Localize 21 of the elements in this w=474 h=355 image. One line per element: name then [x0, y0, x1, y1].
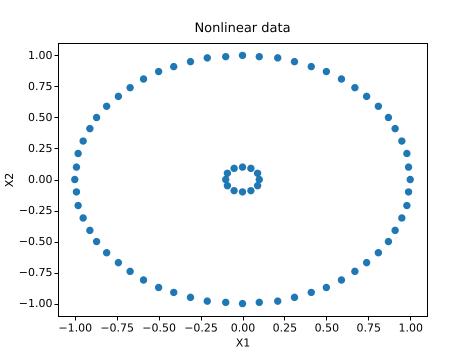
- x-tick-label: −1.00: [58, 322, 92, 334]
- chart-title: Nonlinear data: [194, 21, 291, 36]
- y-tick-label: 0.50: [28, 110, 52, 124]
- x-tick-label: 0.75: [356, 322, 382, 334]
- y-tick-label: 0.00: [28, 173, 52, 186]
- x-tick-label: −0.25: [184, 322, 218, 334]
- y-tick-label: 1.00: [28, 48, 52, 62]
- y-tick-label: −0.75: [18, 266, 52, 280]
- x-tick-label: 0.25: [272, 322, 298, 334]
- y-tick-label: −0.25: [18, 204, 52, 218]
- x-tick-label: −0.50: [142, 322, 176, 334]
- y-tick-label: −1.00: [18, 297, 52, 310]
- x-tick-label: 0.00: [230, 322, 256, 334]
- x-axis-title: X1: [236, 336, 250, 350]
- y-tick-label: −0.50: [18, 235, 52, 248]
- y-tick-label: 0.75: [28, 80, 52, 93]
- x-tick-label: 0.50: [314, 322, 340, 334]
- y-tick-label: 0.25: [28, 142, 52, 155]
- y-axis-title: X2: [2, 172, 16, 188]
- x-tick-label: −0.75: [100, 322, 134, 334]
- x-tick-label: 1.00: [398, 322, 423, 334]
